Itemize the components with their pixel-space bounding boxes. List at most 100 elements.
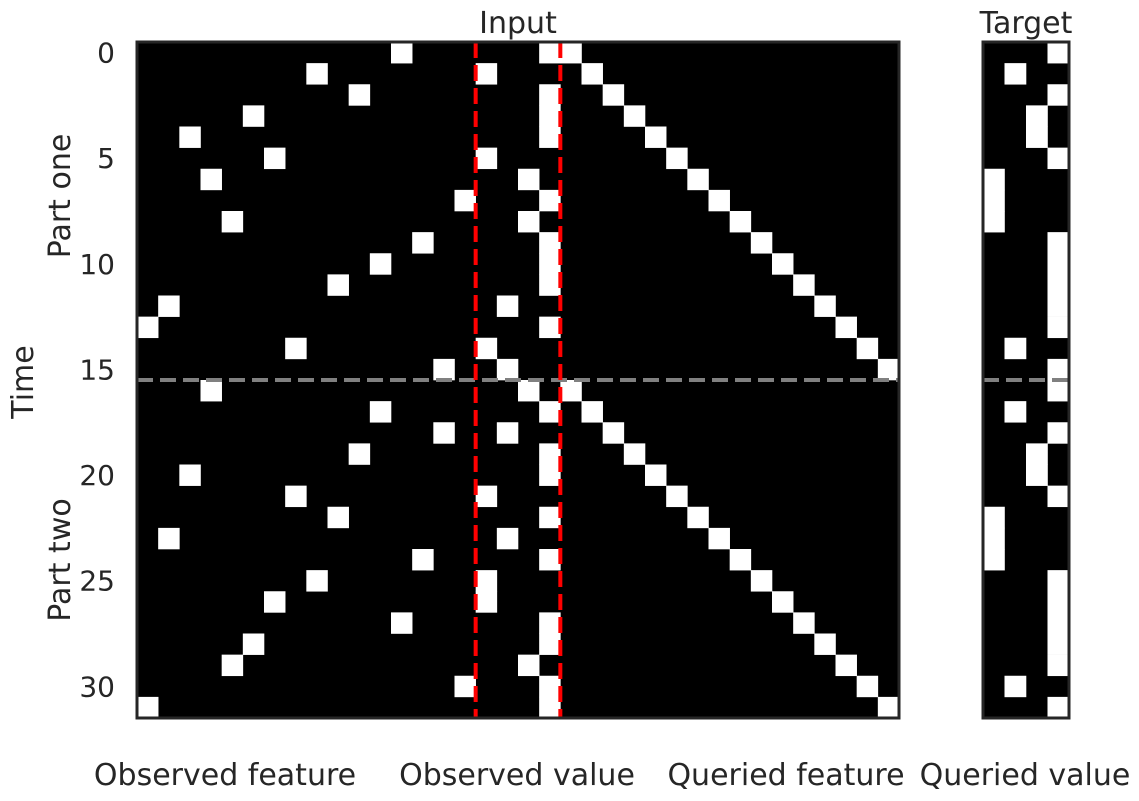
heatmap-cell (539, 232, 561, 254)
heatmap-cell (454, 675, 476, 698)
heatmap-cell (1047, 696, 1070, 719)
heatmap-cell (454, 189, 476, 212)
target-frame (981, 40, 1071, 720)
heatmap-cell (1047, 612, 1070, 634)
heatmap-cell (814, 633, 836, 655)
heatmap-cell (560, 380, 582, 402)
heatmap-cell (539, 675, 561, 698)
input-separators (137, 42, 899, 718)
heatmap-cell (539, 253, 561, 275)
heatmap-cell (581, 401, 603, 423)
heatmap-cell (242, 105, 265, 127)
x-group-label-queried-value: Queried value (920, 758, 1131, 793)
heatmap-cell (581, 63, 603, 85)
heatmap-cell (1047, 633, 1070, 655)
heatmap-cell (539, 84, 561, 106)
heatmap-cell (327, 506, 349, 529)
heatmap-cell (602, 84, 625, 106)
heatmap-cell (391, 42, 413, 64)
target-heatmap-panel: Target Queried value (920, 6, 1131, 793)
heatmap-cell (369, 401, 392, 423)
heatmap-cell (327, 274, 349, 296)
heatmap-cell (645, 126, 667, 148)
y-tick-label: 20 (79, 459, 115, 492)
input-heatmap-panel: Input 0 5 10 15 20 25 30 Time Part one Part tw… (6, 6, 905, 793)
y-group-label-part-one: Part one (43, 134, 78, 259)
heatmap-cell (835, 316, 857, 339)
heatmap-cell (1047, 274, 1070, 296)
x-group-label-queried-feature: Queried feature (667, 758, 904, 793)
target-title: Target (979, 6, 1073, 41)
heatmap-cell (1047, 147, 1070, 170)
heatmap-cell (264, 147, 286, 170)
heatmap-cell (242, 633, 265, 655)
heatmap-cell (369, 253, 392, 275)
heatmap-cell (518, 211, 540, 233)
heatmap-cell (1026, 126, 1048, 148)
heatmap-cell (1047, 358, 1070, 381)
heatmap-cell (539, 105, 561, 127)
heatmap-cell (1026, 443, 1048, 465)
heatmap-cell (623, 105, 646, 127)
heatmap-cell (221, 211, 244, 233)
heatmap-cell (285, 337, 307, 360)
heatmap-cell (200, 380, 222, 402)
heatmap-cell (856, 337, 879, 360)
heatmap-cell (772, 591, 794, 613)
heatmap-cell (729, 549, 752, 571)
heatmap-cell (1004, 63, 1027, 85)
heatmap-cell (518, 168, 540, 191)
heatmap-cell (1047, 42, 1070, 64)
heatmap-cell (645, 464, 667, 486)
heatmap-cell (539, 696, 561, 719)
y-tick-label: 30 (79, 670, 115, 703)
heatmap-cell (539, 549, 561, 571)
heatmap-cell (1047, 253, 1070, 275)
heatmap-cell (539, 316, 561, 339)
heatmap-cell (348, 443, 371, 465)
heatmap-cell (983, 549, 1005, 571)
heatmap-cell (750, 232, 773, 254)
heatmap-cell (666, 147, 688, 170)
heatmap-cell (983, 168, 1005, 191)
heatmap-cell (539, 506, 561, 529)
heatmap-cell (412, 549, 434, 571)
heatmap-cell (983, 211, 1005, 233)
heatmap-cell (983, 506, 1005, 529)
x-group-label-observed-value: Observed value (399, 758, 635, 793)
y-tick-label: 0 (97, 37, 115, 70)
y-tick-label: 5 (97, 142, 115, 175)
heatmap-cell (793, 612, 815, 634)
heatmap-cell (475, 63, 498, 85)
heatmap-cell (496, 295, 519, 317)
heatmap-cell (179, 126, 201, 148)
heatmap-cell (1026, 105, 1048, 127)
heatmap-cell (1026, 464, 1048, 486)
heatmap-cell (1047, 380, 1070, 402)
heatmap-cell (1047, 422, 1070, 444)
heatmap-cell (264, 591, 286, 613)
heatmap-cell (391, 612, 413, 634)
heatmap-cell (687, 506, 709, 529)
heatmap-cell (856, 675, 879, 698)
heatmap-cell (475, 570, 498, 592)
heatmap-cell (835, 654, 857, 677)
heatmap-cell (793, 274, 815, 296)
heatmap-cell (687, 168, 709, 191)
heatmap-cell (539, 633, 561, 655)
x-group-label-observed-feature: Observed feature (94, 758, 356, 793)
heatmap-cell (496, 527, 519, 550)
heatmap-cell (708, 527, 730, 550)
heatmap-cell (306, 63, 328, 85)
heatmap-cell (475, 485, 498, 508)
heatmap-cell (666, 485, 688, 508)
heatmap-cell (179, 464, 201, 486)
y-tick-label: 25 (79, 565, 115, 598)
heatmap-cell (877, 358, 900, 381)
heatmap-cell (1047, 84, 1070, 106)
heatmap-cell (137, 696, 159, 719)
heatmap-cell (539, 612, 561, 634)
heatmap-cell (412, 232, 434, 254)
y-tick-label: 15 (79, 353, 115, 386)
